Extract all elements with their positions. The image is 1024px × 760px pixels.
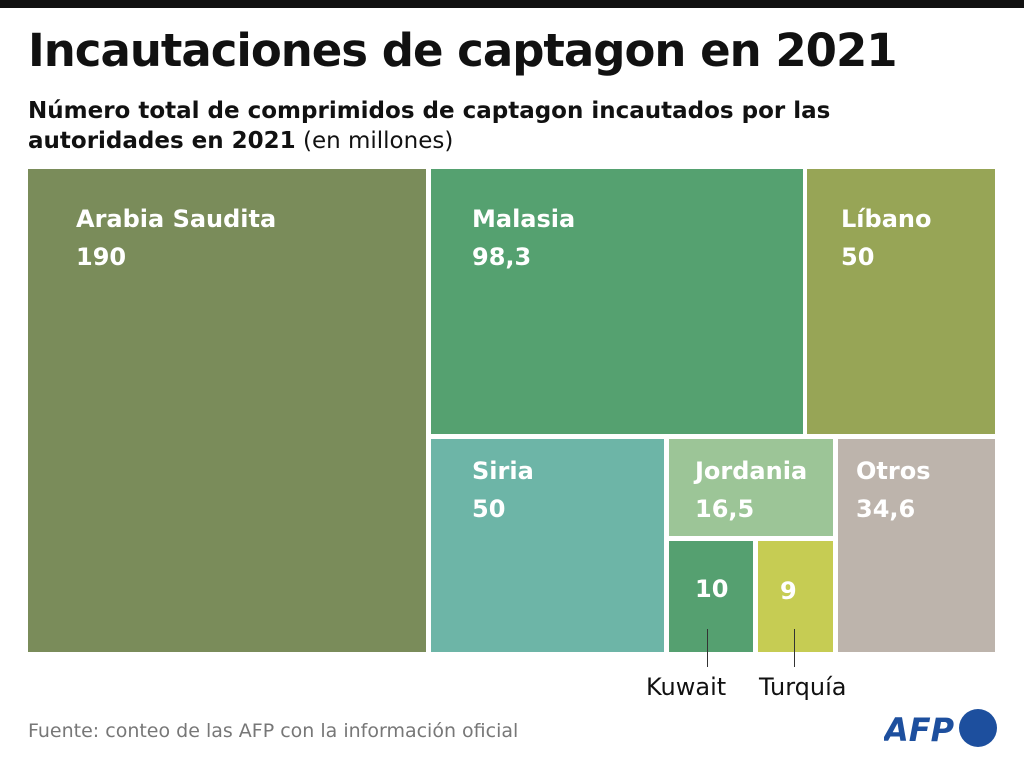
treemap-cell-arabia-saudita: Arabia Saudita 190 [28,169,426,652]
chart-title: Incautaciones de captagon en 2021 [28,24,898,77]
treemap-cell-siria: Siria 50 [431,439,664,652]
cell-label: Otros [856,457,931,485]
leader-line-turquia [794,629,795,667]
cell-value: 10 [695,575,729,603]
external-label-turquia: Turquía [759,673,847,701]
cell-value: 50 [841,243,875,271]
afp-logo: AFP [881,708,1000,754]
top-bar [0,0,1024,8]
treemap-cell-malasia: Malasia 98,3 [431,169,803,434]
cell-value: 190 [76,243,127,271]
subtitle-main: Número total de comprimidos de captagon … [28,98,831,154]
source-note: Fuente: conteo de las AFP con la informa… [28,720,519,742]
subtitle-unit: (en millones) [302,128,454,154]
cell-label: Jordania [695,457,808,485]
external-label-kuwait: Kuwait [646,673,727,701]
treemap-cell-kuwait: 10 [669,541,753,652]
cell-label: Arabia Saudita [76,205,277,233]
svg-text:AFP: AFP [884,711,955,749]
treemap-cell-libano: Líbano 50 [807,169,995,434]
cell-value: 9 [780,577,797,605]
treemap-cell-jordania: Jordania 16,5 [669,439,833,536]
treemap-cell-otros: Otros 34,6 [838,439,995,652]
cell-value: 98,3 [472,243,532,271]
cell-value: 16,5 [695,495,755,523]
leader-line-kuwait [707,629,708,667]
treemap-cell-turquia: 9 [758,541,833,652]
cell-label: Siria [472,457,534,485]
cell-value: 50 [472,495,506,523]
cell-label: Malasia [472,205,576,233]
cell-label: Líbano [841,205,932,233]
cell-value: 34,6 [856,495,916,523]
chart-subtitle: Número total de comprimidos de captagon … [28,96,928,156]
